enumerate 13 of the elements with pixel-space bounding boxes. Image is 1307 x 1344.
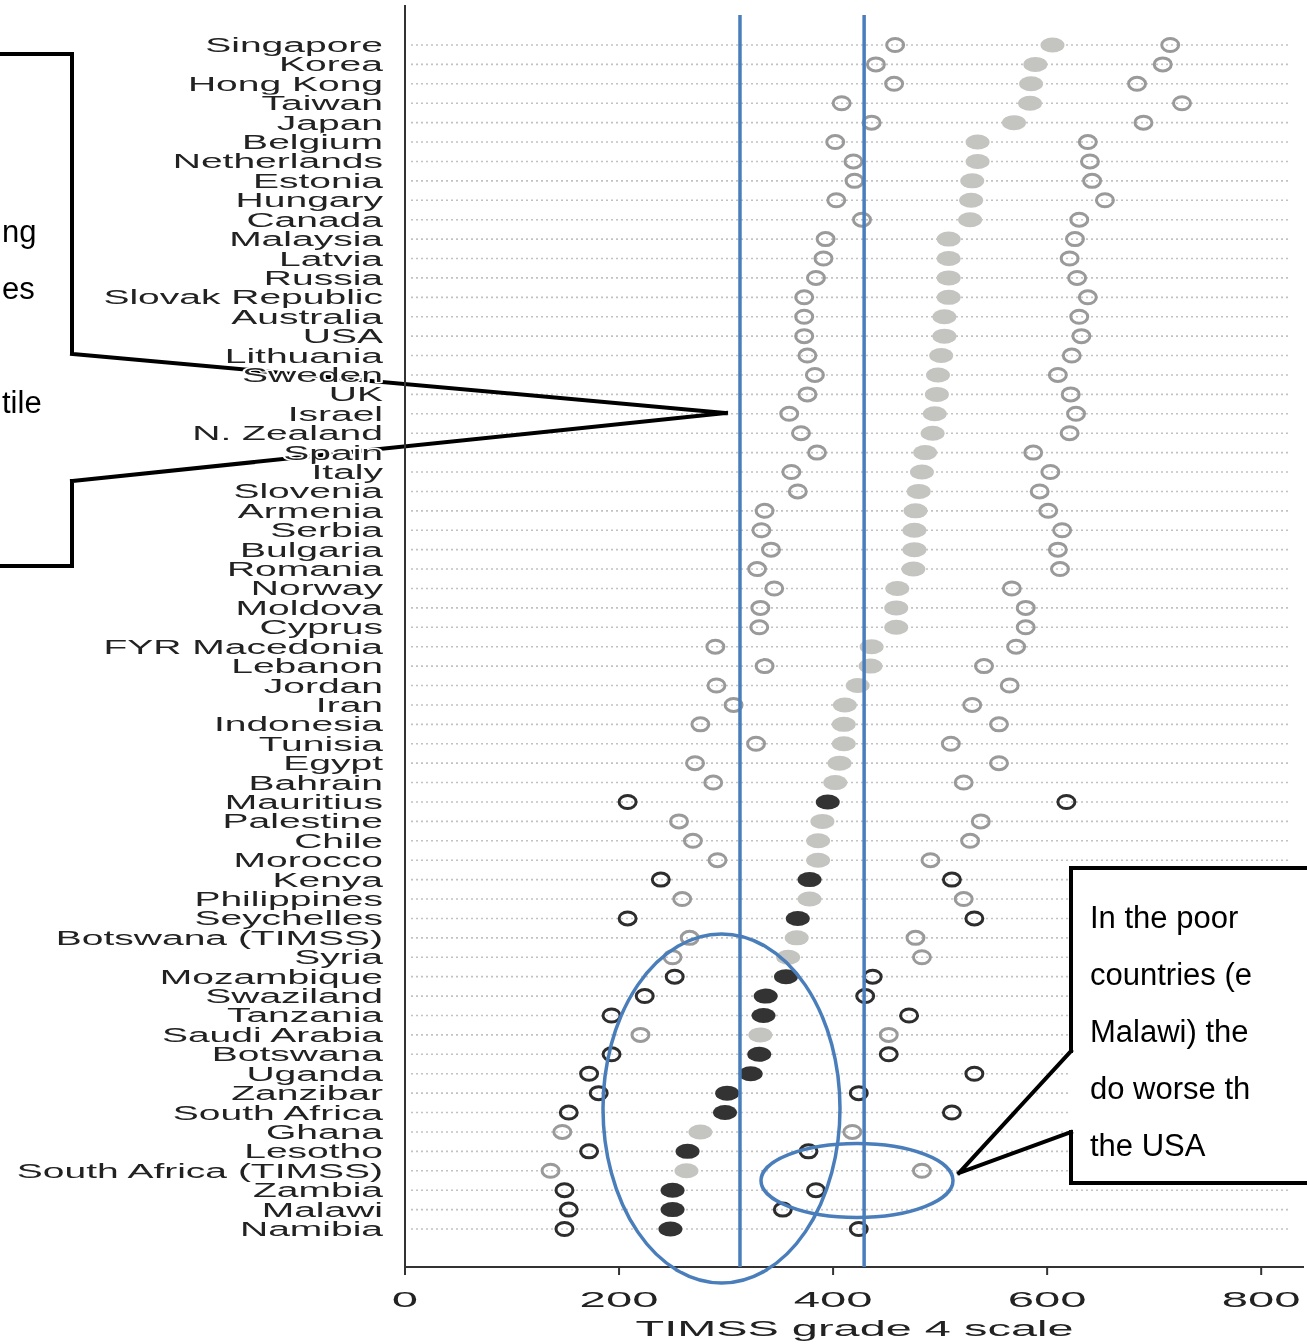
x-tick-label: 0 bbox=[391, 1287, 419, 1312]
x-tick-label: 200 bbox=[579, 1287, 659, 1312]
y-tick-label: Malaysia bbox=[229, 228, 384, 251]
y-tick-label: Cyprus bbox=[259, 616, 383, 639]
x-tick-label: 400 bbox=[793, 1287, 873, 1312]
x-axis-title: TIMSS grade 4 scale bbox=[635, 1315, 1074, 1341]
text: ng es tile bbox=[2, 214, 42, 420]
y-tick-label: Japan bbox=[276, 111, 383, 135]
x-tick-label: 600 bbox=[1007, 1287, 1087, 1312]
y-tick-label: Singapore bbox=[205, 33, 383, 57]
annotation: In the poor countries (e Malawi) the do worse th the USA bbox=[1090, 900, 1252, 1163]
y-tick-label: Norway bbox=[250, 577, 384, 600]
x-tick-label: 800 bbox=[1221, 1287, 1301, 1312]
